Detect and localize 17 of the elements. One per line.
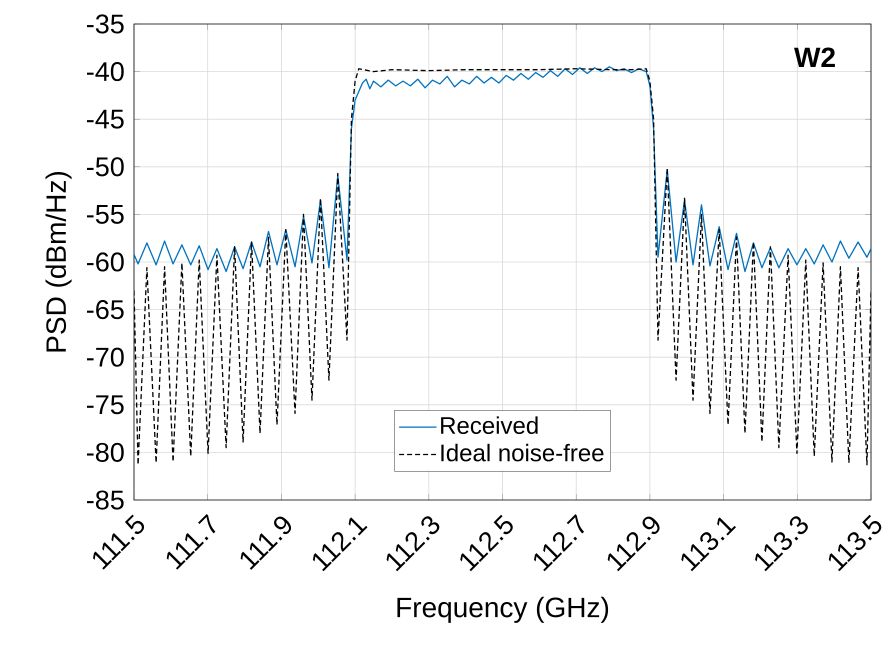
annotation: W2 bbox=[794, 47, 835, 68]
y-axis-title: PSD (dBm/Hz) bbox=[45, 172, 72, 352]
x-axis-title: Frequency (GHz) bbox=[397, 596, 608, 623]
y-tick-label: -45 bbox=[86, 110, 124, 129]
y-tick-label: -50 bbox=[86, 157, 124, 176]
y-tick-label: -35 bbox=[86, 14, 124, 34]
line-series bbox=[134, 66, 872, 272]
y-tick-label: -75 bbox=[86, 395, 124, 414]
legend-label: Received bbox=[441, 416, 538, 434]
y-tick-label: -40 bbox=[86, 62, 124, 82]
y-tick-label: -60 bbox=[86, 252, 124, 272]
y-tick-label: -80 bbox=[86, 442, 124, 462]
legend-label: Ideal noise-free bbox=[441, 444, 604, 462]
y-tick-label: -55 bbox=[86, 204, 124, 224]
y-tick-label: -65 bbox=[86, 300, 124, 320]
y-tick-label: -85 bbox=[86, 490, 124, 510]
y-tick-label: -70 bbox=[86, 348, 124, 367]
